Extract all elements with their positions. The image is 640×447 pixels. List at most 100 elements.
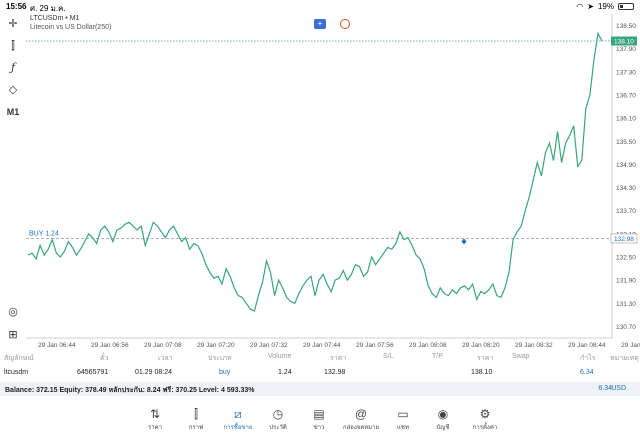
crosshair-icon[interactable]: ✛ xyxy=(8,18,18,30)
col-time: เวลา xyxy=(158,355,173,362)
col-profit: กำไร xyxy=(580,355,596,362)
battery-percent: 19% xyxy=(597,2,614,11)
col-type: ประเภท xyxy=(208,355,232,362)
col-comment: หมายเหตุ xyxy=(610,355,639,362)
nav-account[interactable]: ◉ บัญชี xyxy=(423,406,463,432)
col-sl: S/L xyxy=(383,353,394,360)
candles-icon: ⫿ xyxy=(194,407,198,421)
x-tick-label: 29 Jan 08:5 xyxy=(621,342,640,349)
new-order-icon[interactable]: ⊞ xyxy=(8,329,18,341)
indicators-icon[interactable]: ƒ xyxy=(10,61,16,74)
objects-icon[interactable]: ◇ xyxy=(8,84,18,96)
row-symbol: ltcusdm xyxy=(4,369,29,376)
mail-at-icon: @ xyxy=(354,407,368,421)
location-icon: ➤ xyxy=(587,2,594,11)
x-tick-label: 29 Jan 07:44 xyxy=(303,342,341,349)
one-click-trading-icon[interactable]: + xyxy=(314,19,326,29)
signal-icon[interactable] xyxy=(340,19,350,29)
y-tick-label: 132.50 xyxy=(616,255,636,262)
candles-icon[interactable]: ⫿ xyxy=(11,40,15,52)
x-axis: 29 Jan 06:44 29 Jan 06:56 29 Jan 07:08 29 J… xyxy=(38,342,640,349)
timeframe-button[interactable]: M1 xyxy=(6,107,20,117)
col-current-price: ราคา xyxy=(477,355,494,362)
col-open-price: ราคา xyxy=(330,355,347,362)
order-price-tag xyxy=(610,233,638,244)
table-row[interactable]: ltcusdm 64565791 01.29 08:24 buy 1.24 13… xyxy=(0,367,640,379)
status-right: ◠ ➤ 19% xyxy=(576,2,634,11)
y-tick-label: 137.90 xyxy=(616,46,636,53)
settings-gear-icon: ⚙ xyxy=(479,407,491,421)
status-time: 15:56 xyxy=(6,2,27,11)
y-tick-label: 134.90 xyxy=(616,162,636,169)
y-tick-label: 138.50 xyxy=(616,23,636,30)
y-tick-label: 134.30 xyxy=(616,185,636,192)
nav-mailbox[interactable]: @ กล่องจดหมาย xyxy=(342,407,380,431)
chart-symbol: LTCUSDm • M1 xyxy=(30,15,80,22)
trade-table-header: สัญลักษณ์ ตั๋ว เวลา ประเภท Volume ราคา S… xyxy=(0,352,640,363)
status-date: ศ. 29 ม.ค. xyxy=(30,4,66,13)
total-profit: 6.34 xyxy=(598,385,612,392)
currency: USD xyxy=(611,385,626,392)
history-icon: ◷ xyxy=(272,407,284,421)
price-levels xyxy=(26,40,612,239)
x-tick-label: 29 Jan 07:56 xyxy=(356,342,394,349)
y-tick-label: 130.70 xyxy=(616,324,636,331)
balance-text: Balance: 372.15 Equity: 378.49 หลักประกั… xyxy=(5,387,255,394)
col-volume: Volume xyxy=(268,353,292,360)
nav-history[interactable]: ◷ ประวัติ xyxy=(258,406,298,432)
y-tick-label: 137.30 xyxy=(616,69,636,76)
x-tick-label: 29 Jan 07:32 xyxy=(250,342,288,349)
nav-trade[interactable]: ⧄ การซื้อขาย xyxy=(218,406,258,432)
trade-chart-icon: ⧄ xyxy=(234,407,242,421)
current-price-tag xyxy=(611,36,637,46)
current-price-label: 138.10 xyxy=(614,39,634,46)
y-tick-label: 136.10 xyxy=(616,116,636,123)
nav-quotes[interactable]: ⇅ ราคา xyxy=(135,406,175,432)
y-tick-label: 131.30 xyxy=(616,301,636,308)
x-tick-label: 29 Jan 06:56 xyxy=(91,342,129,349)
x-tick-label: 29 Jan 08:20 xyxy=(462,342,500,349)
y-tick-label: 133.70 xyxy=(616,208,636,215)
row-profit: 6.34 xyxy=(580,369,594,376)
col-swap: Swap xyxy=(512,353,530,360)
row-current-price: 138.10 xyxy=(471,369,493,376)
trade-entry-marker xyxy=(461,238,467,245)
y-axis: 138.50 137.90 137.30 136.70 136.10 135.50 134.… xyxy=(616,23,636,331)
row-volume: 1.24 xyxy=(278,369,292,376)
order-line-label: BUY 1.24 xyxy=(29,230,59,237)
x-tick-label: 29 Jan 07:20 xyxy=(197,342,235,349)
balance-bar: Balance: 372.15 Equity: 378.49 หลักประกั… xyxy=(0,382,640,396)
col-symbol: สัญลักษณ์ xyxy=(4,355,34,362)
row-open-price: 132.98 xyxy=(324,369,346,376)
chat-icon: ▭ xyxy=(397,407,409,421)
price-series-line xyxy=(27,31,603,312)
trend-circle-icon[interactable]: ◎ xyxy=(8,306,18,318)
arrows-updown-icon: ⇅ xyxy=(149,407,161,421)
y-tick-label: 131.90 xyxy=(616,278,636,285)
chart-grid xyxy=(26,14,613,339)
x-tick-label: 29 Jan 06:44 xyxy=(38,342,76,349)
x-tick-label: 29 Jan 08:44 xyxy=(568,342,606,349)
row-time: 01.29 08:24 xyxy=(135,369,172,376)
nav-chart[interactable]: ⫿ กราฟ xyxy=(176,406,216,432)
nav-news[interactable]: ▤ ข่าว xyxy=(299,406,339,432)
price-chart[interactable]: 138.50 137.90 137.30 136.70 136.10 135.50 134.… xyxy=(0,0,640,350)
col-ticket: ตั๋ว xyxy=(100,355,109,362)
row-type: buy xyxy=(219,369,231,376)
bottom-nav: ⇅ ราคา ⫿ กราฟ ⧄ การซื้อขาย ◷ ประวัติ ▤ ข่าว @… xyxy=(0,403,640,447)
chart-description: Litecoin vs US Dollar(250) xyxy=(30,24,112,31)
x-tick-label: 29 Jan 08:08 xyxy=(409,342,447,349)
account-icon: ◉ xyxy=(437,407,449,421)
price-labels: BUY 1.24 138.10 132.98 xyxy=(29,36,638,245)
y-tick-label: 135.50 xyxy=(616,139,636,146)
battery-icon xyxy=(618,3,634,10)
wifi-icon: ◠ xyxy=(576,2,584,11)
col-tp: T/P xyxy=(432,353,443,360)
x-tick-label: 29 Jan 07:08 xyxy=(144,342,182,349)
y-tick-label: 136.70 xyxy=(616,93,636,100)
nav-chat[interactable]: ▭ แชท xyxy=(383,406,423,432)
nav-settings[interactable]: ⚙ การตั้งค่า xyxy=(465,406,505,432)
x-tick-label: 29 Jan 08:32 xyxy=(515,342,553,349)
news-icon: ▤ xyxy=(313,407,325,421)
chart-toolbar: ✛ ⫿ ƒ ◇ M1 ◎ ⊞ xyxy=(0,14,26,346)
